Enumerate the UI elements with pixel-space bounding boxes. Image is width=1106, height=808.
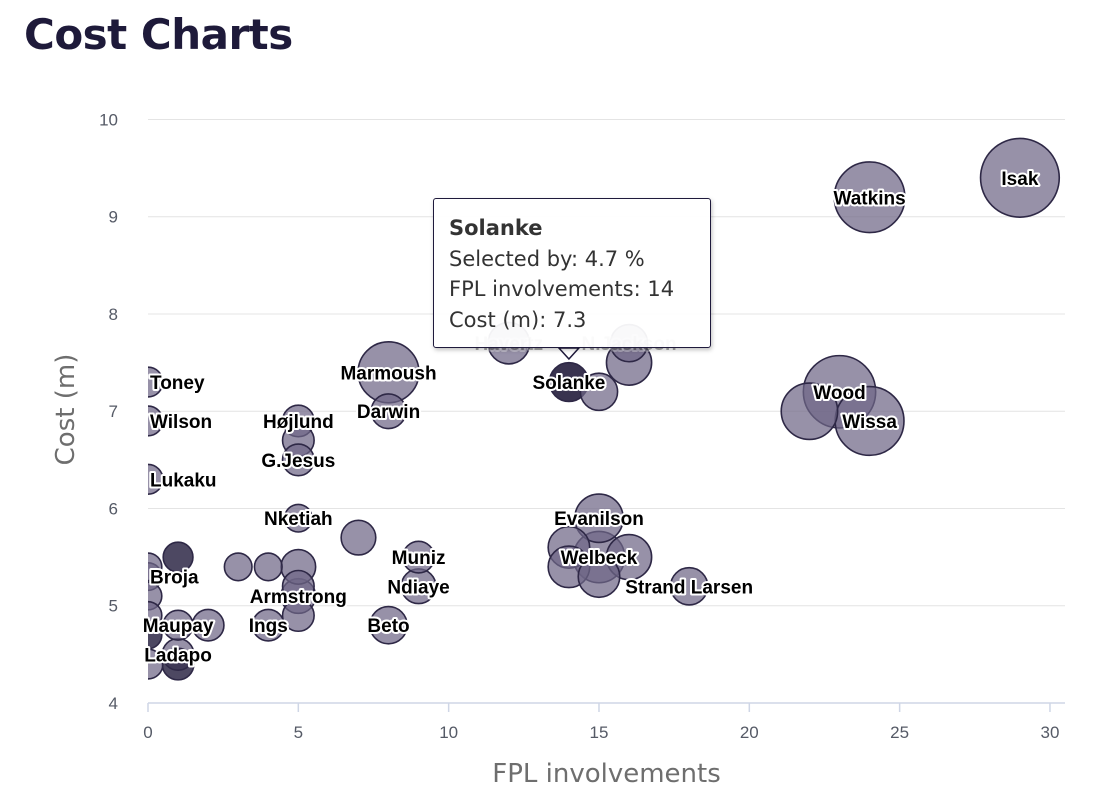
bubble-player[interactable] bbox=[577, 555, 621, 599]
bubble-player[interactable] bbox=[579, 372, 619, 412]
label-evanilson: Evanilson bbox=[554, 509, 644, 530]
bubbles bbox=[133, 137, 1061, 681]
tooltip-selected-by: Selected by: 4.7 % bbox=[449, 244, 695, 275]
label-isak: Isak bbox=[1001, 169, 1038, 190]
tooltip-involvements-value: 14 bbox=[647, 277, 675, 301]
label-marmoush: Marmoush bbox=[340, 363, 436, 384]
label-lukaku: Lukaku bbox=[150, 470, 217, 491]
x-tick-label: 5 bbox=[294, 723, 303, 742]
axes: 4 5 6 7 8 9 10 0 5 10 15 20 25 30 FPL involvements Cost… bbox=[51, 110, 1065, 789]
x-axis-title: FPL involvements bbox=[492, 759, 721, 789]
bubble-player[interactable] bbox=[780, 382, 839, 441]
y-tick-label: 4 bbox=[109, 694, 118, 713]
x-tick-label: 15 bbox=[590, 723, 609, 742]
y-tick-label: 10 bbox=[99, 110, 118, 129]
y-tick-label: 5 bbox=[109, 597, 118, 616]
bubble-evanilson[interactable] bbox=[574, 493, 624, 544]
bubble-ings[interactable] bbox=[251, 608, 285, 642]
label-ings: Ings bbox=[249, 616, 288, 637]
y-tick-label: 6 bbox=[109, 499, 118, 518]
label-ladapo: Ladapo bbox=[144, 645, 212, 666]
label-maupay: Maupay bbox=[143, 616, 214, 637]
label-muniz: Muniz bbox=[392, 548, 446, 569]
x-tick-label: 20 bbox=[740, 723, 759, 742]
y-tick-label: 8 bbox=[109, 305, 118, 324]
bubble-player[interactable] bbox=[162, 541, 194, 573]
bubble-g-jesus[interactable] bbox=[281, 443, 315, 477]
bubble-player[interactable] bbox=[223, 552, 253, 582]
bubble-player[interactable] bbox=[134, 620, 163, 650]
x-tick-label: 25 bbox=[890, 723, 909, 742]
bubble-muniz[interactable] bbox=[402, 540, 436, 574]
y-tick-label: 9 bbox=[109, 208, 118, 227]
tooltip-involvements-label: FPL involvements: bbox=[449, 277, 641, 301]
x-tick-label: 10 bbox=[439, 723, 458, 742]
bubble-watkins[interactable] bbox=[833, 161, 906, 234]
x-tick-label: 0 bbox=[143, 723, 152, 742]
tooltip-selected-label: Selected by: bbox=[449, 246, 579, 271]
bubble-wilson[interactable] bbox=[133, 405, 164, 437]
bubble-maupay[interactable] bbox=[162, 609, 194, 641]
label-nketiah: Nketiah bbox=[264, 509, 333, 530]
bubble-player[interactable] bbox=[253, 552, 283, 582]
label-welbeck: Welbeck bbox=[561, 548, 638, 569]
label-darwin: Darwin bbox=[357, 402, 420, 423]
bubble-lukaku[interactable] bbox=[133, 463, 164, 495]
tooltip-player-name: Solanke bbox=[449, 216, 543, 240]
bubble-strand-larsen[interactable] bbox=[669, 566, 709, 606]
tooltip-cost-label: Cost (m): bbox=[449, 307, 547, 332]
label-toney: Toney bbox=[150, 373, 205, 394]
tooltip-cost: Cost (m): 7.3 bbox=[449, 305, 695, 336]
tooltip-selected-value: 4.7 % bbox=[584, 246, 645, 271]
label-strand-larsen: Strand Larsen bbox=[625, 577, 753, 598]
tooltip-cost-value: 7.3 bbox=[552, 307, 587, 332]
y-tick-label: 7 bbox=[109, 402, 118, 421]
chart-tooltip: Solanke Selected by: 4.7 % FPL involveme… bbox=[433, 198, 711, 348]
label-h-jlund: Højlund bbox=[263, 412, 334, 433]
tooltip-involvements: FPL involvements: 14 bbox=[449, 274, 695, 305]
label-armstrong: Armstrong bbox=[250, 587, 347, 608]
bubble-beto[interactable] bbox=[369, 605, 408, 645]
bubble-darwin[interactable] bbox=[370, 393, 407, 430]
label-wissa: Wissa bbox=[842, 412, 897, 433]
label-wilson: Wilson bbox=[150, 412, 212, 433]
label-solanke: Solanke bbox=[532, 373, 605, 394]
bubble-nketiah[interactable] bbox=[283, 503, 313, 533]
label-wood: Wood bbox=[813, 383, 865, 404]
label-watkins: Watkins bbox=[834, 188, 906, 209]
page-title: Cost Charts bbox=[24, 10, 293, 59]
bubble-isak[interactable] bbox=[979, 137, 1061, 218]
label-beto: Beto bbox=[367, 616, 409, 637]
label-ndiaye: Ndiaye bbox=[387, 577, 449, 598]
label-g-jesus: G.Jesus bbox=[261, 451, 335, 472]
bubble-player[interactable] bbox=[134, 552, 163, 582]
bubble-player[interactable] bbox=[340, 519, 377, 556]
x-tick-label: 30 bbox=[1041, 723, 1060, 742]
label-broja: Broja bbox=[150, 568, 199, 589]
bubble-toney[interactable] bbox=[133, 366, 164, 398]
tooltip-pointer bbox=[557, 347, 581, 361]
bubble-player[interactable] bbox=[281, 598, 315, 633]
y-axis-title: Cost (m) bbox=[51, 354, 81, 466]
